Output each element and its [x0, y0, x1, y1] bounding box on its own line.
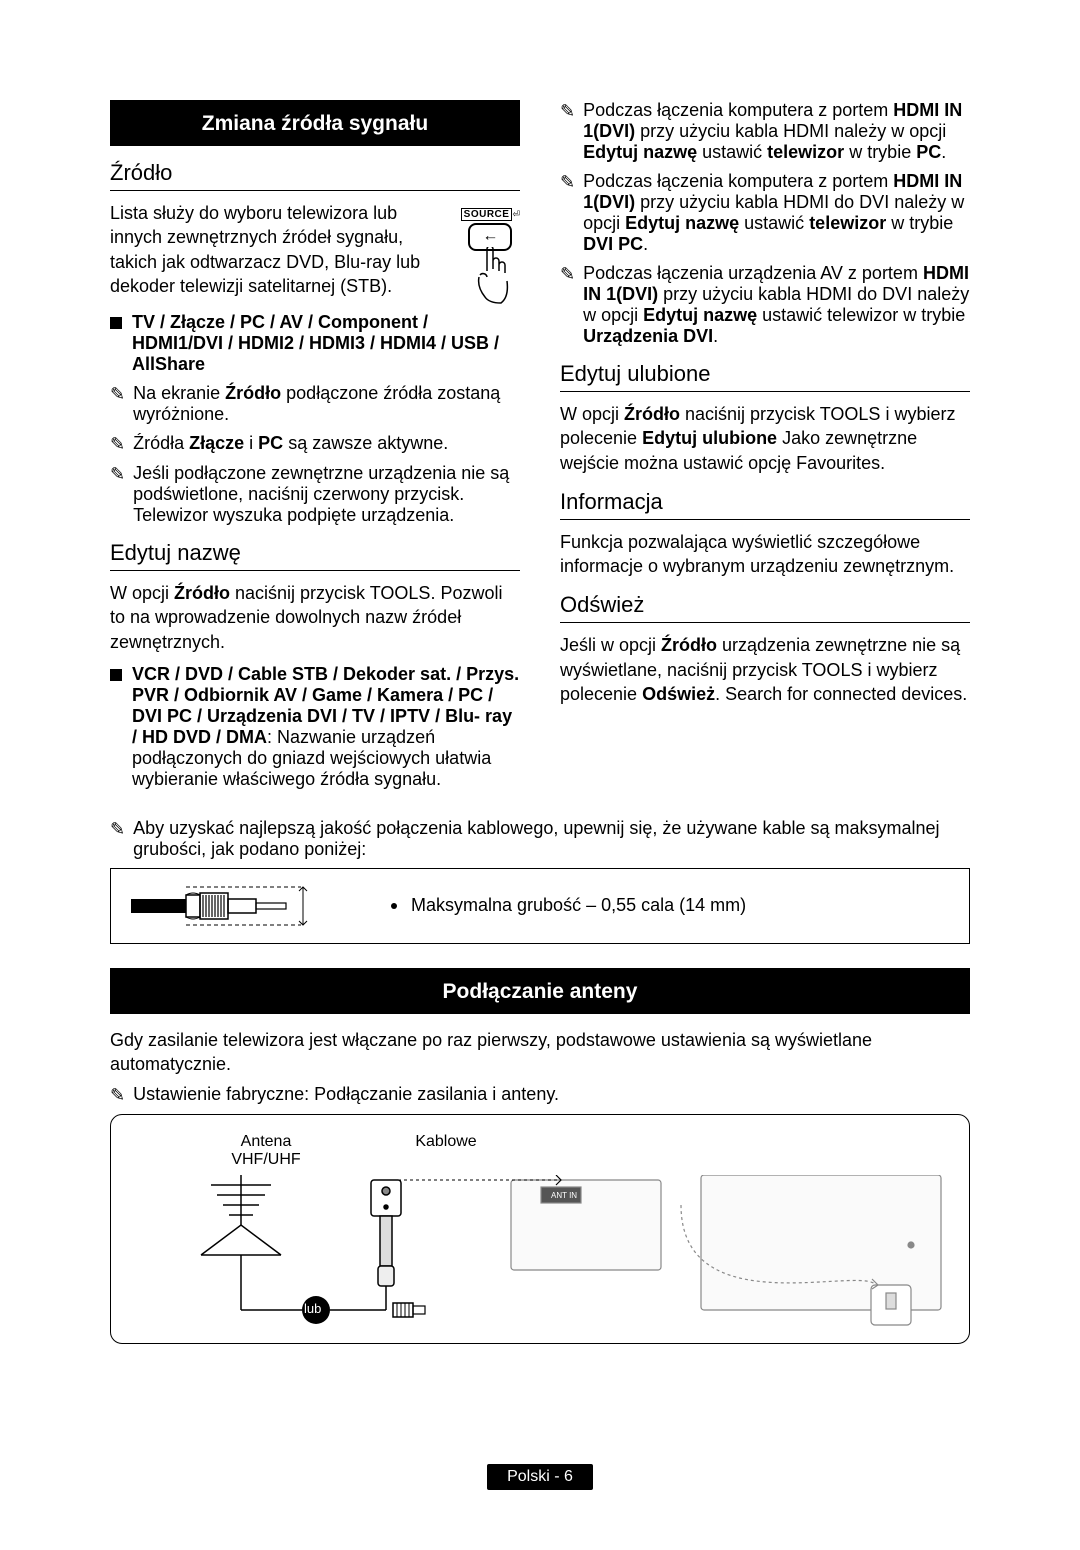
note-text: Podczas łączenia komputera z portem HDMI…: [583, 100, 970, 163]
nazwe-intro: W opcji Źródło naciśnij przycisk TOOLS. …: [110, 581, 520, 654]
note-icon: ✎: [110, 819, 125, 840]
source-remote-illustration: SOURCE⏎: [461, 201, 520, 312]
note-text: Podczas łączenia urządzenia AV z portem …: [583, 263, 970, 347]
note-text: Źródła Złącze i PC są zawsze aktywne.: [133, 433, 448, 454]
ant-in-label: ANT IN: [551, 1191, 577, 1200]
square-bullet-icon: [110, 317, 122, 329]
note-icon: ✎: [560, 172, 575, 193]
note-text: Aby uzyskać najlepszą jakość połączenia …: [133, 818, 970, 860]
source-label: SOURCE: [461, 208, 513, 221]
note-icon: ✎: [110, 434, 125, 455]
note-item: ✎ Źródła Złącze i PC są zawsze aktywne.: [110, 433, 520, 455]
note-icon: ✎: [560, 264, 575, 285]
heading-odswiez: Odśwież: [560, 592, 970, 623]
antenna-label-cable: Kablowe: [391, 1133, 501, 1169]
antenna-connection-diagram: ANT IN: [141, 1175, 961, 1335]
page-footer: Polski - 6: [487, 1464, 593, 1490]
antenna-label-vhf: AntenaVHF/UHF: [211, 1133, 321, 1169]
cable-thickness-text: Maksymalna grubość – 0,55 cala (14 mm): [411, 895, 746, 916]
note-text: Jeśli podłączone zewnętrzne urządzenia n…: [133, 463, 520, 526]
note-item: ✎ Na ekranie Źródło podłączone źródła zo…: [110, 383, 520, 425]
heading-informacja: Informacja: [560, 489, 970, 520]
device-list-item: VCR / DVD / Cable STB / Dekoder sat. / P…: [110, 664, 520, 790]
section-header-zmiana: Zmiana źródła sygnału: [110, 102, 520, 146]
ulub-text: W opcji Źródło naciśnij przycisk TOOLS i…: [560, 402, 970, 475]
note-item: ✎ Podczas łączenia urządzenia AV z porte…: [560, 263, 970, 347]
bullet-dot-icon: [391, 903, 397, 909]
source-list-item: TV / Złącze / PC / AV / Component / HDMI…: [110, 312, 520, 375]
note-item: ✎ Podczas łączenia komputera z portem HD…: [560, 171, 970, 255]
zrodlo-intro: Lista służy do wyboru telewizora lub inn…: [110, 201, 520, 298]
heading-zrodlo: Źródło: [110, 160, 520, 191]
lub-label: lub: [304, 1301, 321, 1316]
heading-edytuj-nazwe: Edytuj nazwę: [110, 540, 520, 571]
antenna-diagram-box: AntenaVHF/UHF Kablowe: [110, 1114, 970, 1344]
hand-icon: [465, 247, 515, 307]
info-text: Funkcja pozwalająca wyświetlić szczegóło…: [560, 530, 970, 579]
note-item: ✎ Jeśli podłączone zewnętrzne urządzenia…: [110, 463, 520, 526]
note-icon: ✎: [110, 1085, 125, 1106]
note-icon: ✎: [110, 464, 125, 485]
note-item: ✎ Podczas łączenia komputera z portem HD…: [560, 100, 970, 163]
heading-edytuj-ulubione: Edytuj ulubione: [560, 361, 970, 392]
cable-quality-note: ✎ Aby uzyskać najlepszą jakość połączeni…: [110, 818, 970, 860]
source-list-text: TV / Złącze / PC / AV / Component / HDMI…: [132, 312, 520, 375]
antenna-intro: Gdy zasilanie telewizora jest włączane p…: [110, 1028, 970, 1077]
device-list-text: VCR / DVD / Cable STB / Dekoder sat. / P…: [132, 664, 520, 790]
note-text: Podczas łączenia komputera z portem HDMI…: [583, 171, 970, 255]
cable-illustration: [131, 881, 331, 931]
source-button-icon: [468, 223, 512, 251]
odsw-text: Jeśli w opcji Źródło urządzenia zewnętrz…: [560, 633, 970, 706]
cable-thickness-bullet: Maksymalna grubość – 0,55 cala (14 mm): [391, 895, 746, 916]
note-icon: ✎: [110, 384, 125, 405]
antenna-factory-note: ✎ Ustawienie fabryczne: Podłączanie zasi…: [110, 1084, 970, 1106]
note-text: Na ekranie Źródło podłączone źródła zost…: [133, 383, 520, 425]
square-bullet-icon: [110, 669, 122, 681]
note-icon: ✎: [560, 101, 575, 122]
section-header-antena: Podłączanie anteny: [110, 970, 970, 1014]
note-text: Ustawienie fabryczne: Podłączanie zasila…: [133, 1084, 559, 1105]
cable-thickness-box: Maksymalna grubość – 0,55 cala (14 mm): [110, 868, 970, 944]
